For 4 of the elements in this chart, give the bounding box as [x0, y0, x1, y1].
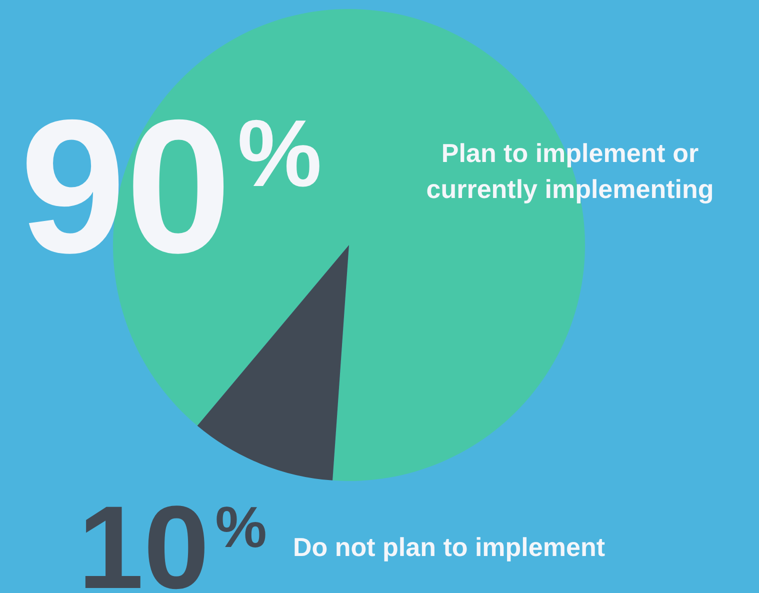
- data-label: 90$^{%}$: [20, 81, 322, 293]
- data-label: 10$^{%}$: [78, 482, 267, 593]
- slice-label: Do not plan to implement: [293, 532, 606, 562]
- slice-label: Plan to implement or currently implementing: [426, 138, 714, 204]
